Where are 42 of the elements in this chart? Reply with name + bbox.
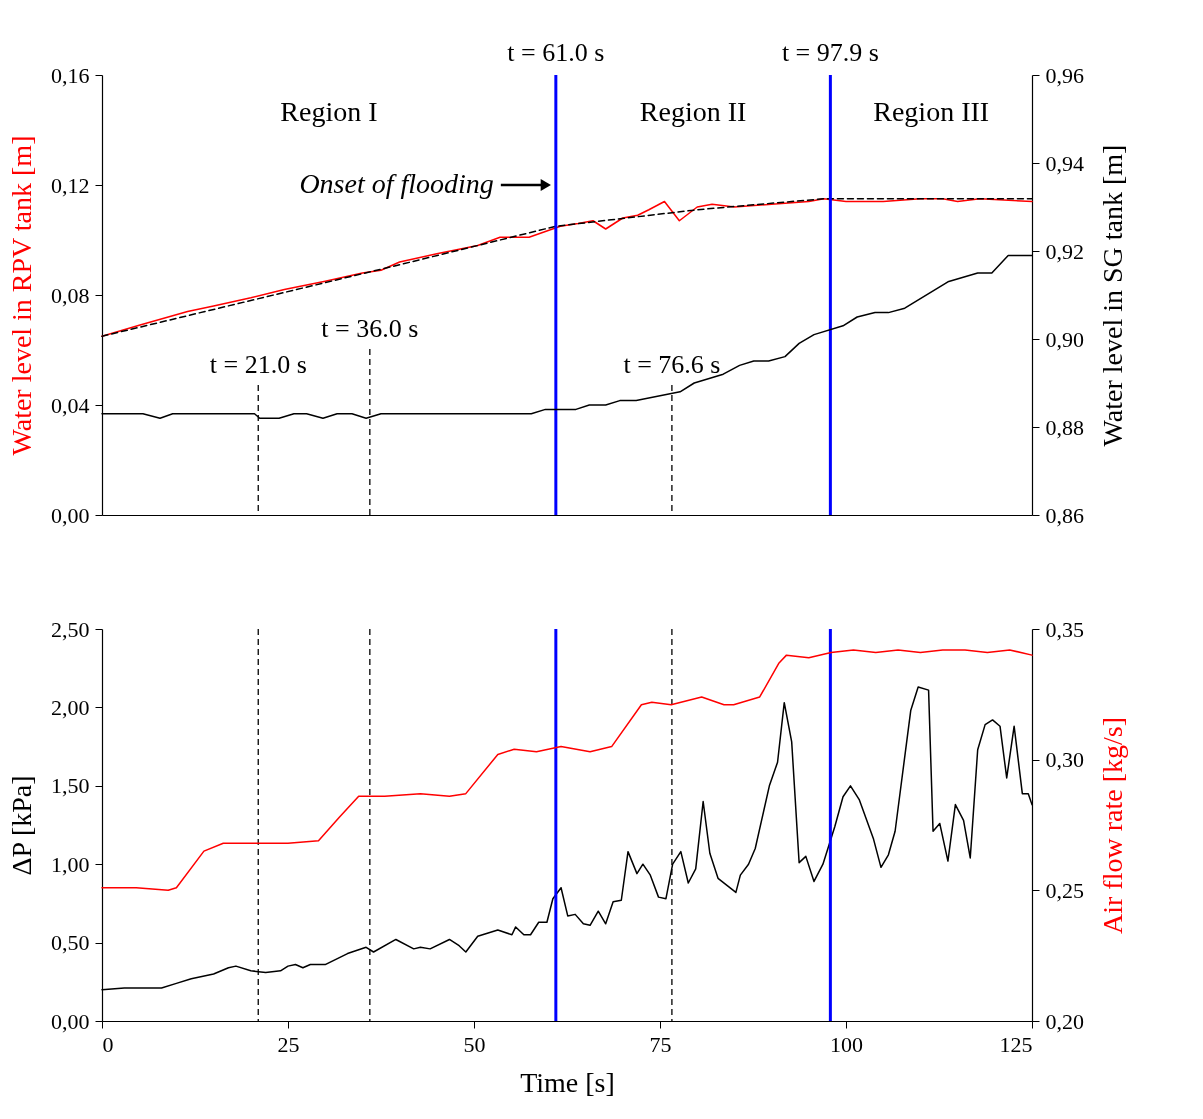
x-axis-title: Time [s] [520,1066,615,1098]
y-tick-label: 0,00 [51,502,90,528]
annotation: Onset of flooding [299,168,494,199]
ref-line-label: t = 76.6 s [623,350,721,379]
y2-tick-label: 0,94 [1045,150,1084,176]
x-tick-label: 0 [102,1031,114,1057]
y2-tick-label: 0,25 [1045,877,1084,903]
x-tick-label: 100 [830,1031,863,1057]
y2-tick-label: 0,86 [1045,502,1084,528]
y2-tick-label: 0,35 [1045,616,1084,642]
y-tick-label: 1,50 [51,773,90,799]
annotation: Region II [639,96,747,127]
y2-tick-label: 0,92 [1045,238,1084,264]
y2-tick-label: 0,20 [1045,1008,1084,1034]
y-tick-label: 1,00 [51,851,90,877]
y2-axis-title: Air flow rate [kg/s] [1097,717,1128,934]
line-series [101,649,1033,892]
y2-tick-label: 0,90 [1045,326,1084,352]
y-tick-label: 0,00 [51,1008,90,1034]
y2-tick-label: 0,96 [1045,62,1084,88]
x-tick-label: 125 [999,1031,1033,1057]
annotation: Region I [280,96,378,127]
annotation: Region III [873,96,990,127]
ref-line-label: t = 61.0 s [507,38,605,67]
ref-line-label: t = 36.0 s [321,314,419,343]
y-tick-label: 0,04 [51,392,90,418]
y-tick-label: 2,00 [51,694,90,720]
y-tick-label: 0,08 [51,282,90,308]
y-tick-label: 0,12 [51,172,90,198]
x-tick-label: 25 [277,1031,300,1057]
x-tick-label: 75 [649,1031,672,1057]
y2-axis-title: Water level in SG tank [m] [1097,144,1128,447]
ref-line-label: t = 21.0 s [209,350,307,379]
ref-line-label: t = 97.9 s [781,38,879,67]
x-tick-label: 50 [463,1031,486,1057]
y-axis-title: Water level in RPV tank [m] [6,135,37,456]
y-tick-label: 2,50 [51,616,90,642]
y-tick-label: 0,50 [51,930,90,956]
y-axis-title: ΔP [kPa] [6,775,37,876]
y2-tick-label: 0,30 [1045,747,1084,773]
y2-tick-label: 0,88 [1045,414,1084,440]
y-tick-label: 0,16 [51,62,90,88]
